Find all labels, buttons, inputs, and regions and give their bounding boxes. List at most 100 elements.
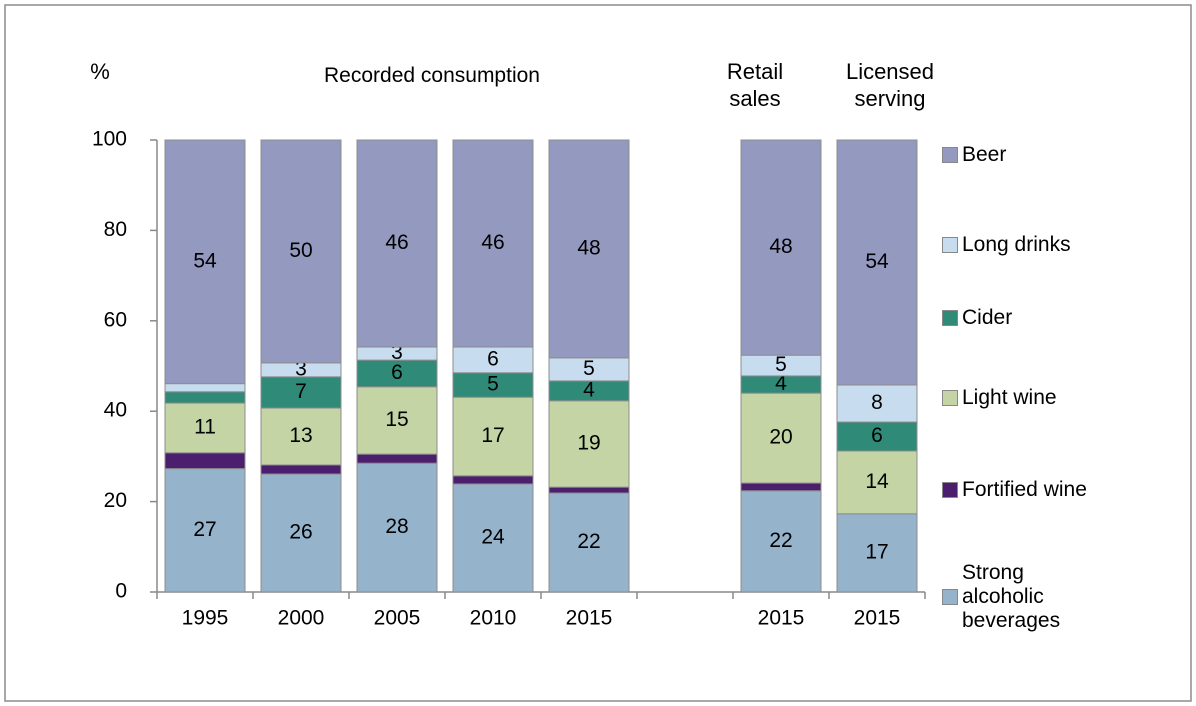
data-label: 46 xyxy=(385,231,408,254)
group-label: Retail sales xyxy=(726,59,784,111)
x-tick-label: 2015 xyxy=(758,607,805,630)
data-label: 8 xyxy=(871,391,883,414)
data-label: 4 xyxy=(775,372,787,395)
bar-segment xyxy=(452,139,534,348)
x-tick-label: 2015 xyxy=(854,607,901,630)
bar-segment xyxy=(740,139,822,356)
bar-segment xyxy=(836,384,918,423)
data-label: 7 xyxy=(295,380,307,403)
data-label: 6 xyxy=(391,361,403,384)
data-label: 15 xyxy=(385,408,408,431)
frame xyxy=(4,4,1192,702)
data-label: 24 xyxy=(481,526,505,549)
bar-segment xyxy=(260,376,342,409)
bar-segment xyxy=(164,468,246,593)
x-tick-label: 2000 xyxy=(278,607,325,630)
legend-swatch xyxy=(942,147,958,163)
legend-item: Strong alcoholic beverages xyxy=(942,561,1182,633)
y-tick-label: 40 xyxy=(104,399,127,422)
data-label: 20 xyxy=(769,426,792,449)
group-label: Licensed serving xyxy=(845,59,935,111)
group-label: Recorded consumption xyxy=(324,64,540,87)
bar-segment xyxy=(740,392,822,484)
bar-segment xyxy=(260,473,342,593)
bar-segment xyxy=(260,464,342,475)
bar-segment xyxy=(740,482,822,492)
bar-segment xyxy=(356,462,438,593)
bar-segment xyxy=(548,139,630,359)
data-label: 6 xyxy=(871,424,883,447)
data-label: 13 xyxy=(289,424,312,447)
bar-segment xyxy=(164,383,246,393)
x-tick-label: 2010 xyxy=(470,607,517,630)
data-label: 11 xyxy=(194,415,216,438)
data-label: 5 xyxy=(583,357,595,380)
bar-segment xyxy=(548,486,630,494)
legend-label: Fortified wine xyxy=(962,478,1087,501)
y-tick-label: 20 xyxy=(104,489,127,512)
data-label: 17 xyxy=(481,424,504,447)
data-label: 28 xyxy=(385,515,408,538)
data-label: 5 xyxy=(487,373,499,396)
data-label: 6 xyxy=(487,347,499,370)
bar-segment xyxy=(740,490,822,593)
legend-swatch xyxy=(942,482,958,498)
bar-segment xyxy=(836,513,918,593)
legend-item: Cider xyxy=(942,306,1182,330)
data-label: 48 xyxy=(769,235,792,258)
bar-segment xyxy=(164,452,246,470)
bar-segment xyxy=(836,139,918,386)
data-label: 3 xyxy=(391,341,403,364)
data-label: 54 xyxy=(193,249,217,272)
legend-item: Light wine xyxy=(942,386,1182,410)
bar-segment xyxy=(836,450,918,515)
data-label: 46 xyxy=(481,231,504,254)
bar-segment xyxy=(452,483,534,593)
legend-item: Long drinks xyxy=(942,233,1182,257)
y-tick-label: 60 xyxy=(104,308,127,331)
data-label: 54 xyxy=(865,250,889,273)
data-label: 22 xyxy=(769,529,792,552)
data-label: 5 xyxy=(775,353,787,376)
data-label: 26 xyxy=(289,521,312,544)
data-label: 4 xyxy=(583,378,595,401)
bar-segment xyxy=(356,139,438,348)
data-label: 22 xyxy=(577,530,600,553)
x-tick-label: 2015 xyxy=(566,607,613,630)
bar-segment xyxy=(452,475,534,485)
y-tick-label: 0 xyxy=(115,580,127,603)
x-tick-label: 1995 xyxy=(182,607,229,630)
data-label: 27 xyxy=(193,518,216,541)
legend-swatch xyxy=(942,310,958,326)
legend-item: Beer xyxy=(942,143,1182,167)
legend-label: Cider xyxy=(962,306,1013,329)
data-label: 50 xyxy=(289,239,312,262)
bar-segment xyxy=(452,396,534,477)
legend-item: Fortified wine xyxy=(942,478,1182,502)
bar-segment xyxy=(260,139,342,364)
y-tick-label: 80 xyxy=(104,218,127,241)
bar-segment xyxy=(452,346,534,374)
legend-swatch xyxy=(942,589,958,605)
legend-label: Strong alcoholic beverages xyxy=(962,561,1061,632)
bar-segment xyxy=(836,421,918,452)
bar-segment xyxy=(452,372,534,398)
unit-label: % xyxy=(90,59,110,84)
data-label: 17 xyxy=(865,540,888,563)
data-label: 48 xyxy=(577,236,600,259)
bar-segment xyxy=(548,400,630,488)
legend-swatch xyxy=(942,237,958,253)
legend-label: Beer xyxy=(962,143,1007,166)
bar-segment xyxy=(164,402,246,454)
bar-segment xyxy=(356,386,438,455)
data-label: 14 xyxy=(865,470,889,493)
bar-segment xyxy=(164,391,246,404)
legend-label: Light wine xyxy=(962,386,1057,409)
bar-segment xyxy=(356,453,438,464)
legend-label: Long drinks xyxy=(962,233,1071,256)
legend-swatch xyxy=(942,390,958,406)
data-label: 19 xyxy=(577,432,600,455)
bar-segment xyxy=(164,139,246,385)
